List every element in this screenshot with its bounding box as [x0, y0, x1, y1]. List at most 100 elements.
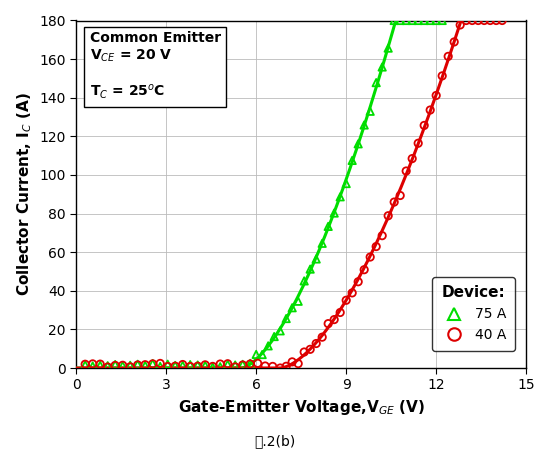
Point — [163, 363, 172, 370]
Point — [193, 361, 202, 369]
Point — [96, 362, 104, 369]
Point — [390, 198, 399, 206]
Point — [378, 63, 387, 71]
Point — [141, 362, 150, 369]
Point — [118, 362, 127, 369]
Point — [408, 17, 416, 24]
Point — [111, 362, 119, 369]
Point — [231, 361, 240, 369]
Point — [492, 17, 500, 24]
Point — [468, 17, 477, 24]
Point — [426, 106, 434, 113]
Point — [294, 297, 302, 305]
Point — [330, 209, 339, 216]
Point — [354, 278, 362, 285]
Point — [318, 333, 327, 341]
X-axis label: Gate-Emitter Voltage,V$_{GE}$ (V): Gate-Emitter Voltage,V$_{GE}$ (V) — [178, 398, 425, 417]
Point — [261, 362, 270, 369]
Point — [216, 363, 224, 370]
Point — [171, 362, 180, 369]
Point — [178, 362, 187, 369]
Legend: 75 A, 40 A: 75 A, 40 A — [432, 277, 515, 351]
Point — [306, 266, 315, 273]
Point — [118, 362, 127, 369]
Point — [238, 361, 247, 369]
Y-axis label: Collector Current, I$_C$ (A): Collector Current, I$_C$ (A) — [15, 92, 34, 297]
Point — [246, 360, 255, 367]
Point — [223, 360, 232, 367]
Point — [282, 315, 290, 322]
Point — [312, 255, 321, 262]
Point — [156, 363, 164, 370]
Point — [438, 72, 447, 80]
Point — [300, 348, 309, 356]
Point — [342, 180, 350, 187]
Point — [156, 360, 164, 367]
Point — [390, 17, 399, 24]
Point — [103, 364, 112, 371]
Point — [396, 192, 405, 199]
Point — [282, 363, 290, 370]
Point — [268, 363, 277, 370]
Point — [133, 361, 142, 368]
Point — [324, 223, 333, 230]
Point — [396, 17, 405, 24]
Point — [223, 361, 232, 368]
Point — [96, 360, 104, 368]
Point — [450, 38, 459, 45]
Point — [208, 364, 217, 371]
Point — [81, 361, 90, 369]
Point — [360, 266, 368, 273]
Point — [288, 304, 296, 311]
Point — [354, 140, 362, 148]
Point — [426, 17, 434, 24]
Point — [126, 363, 135, 370]
Point — [348, 289, 356, 297]
Point — [432, 92, 441, 99]
Point — [444, 53, 453, 60]
Point — [141, 361, 150, 368]
Point — [246, 360, 255, 368]
Point — [216, 360, 224, 368]
Point — [372, 79, 381, 86]
Text: Common Emitter
V$_{CE}$ = 20 V

T$_C$ = 25$^o$C: Common Emitter V$_{CE}$ = 20 V T$_C$ = 2… — [90, 31, 221, 101]
Point — [348, 157, 356, 164]
Point — [276, 327, 284, 334]
Point — [288, 358, 296, 365]
Point — [402, 17, 411, 24]
Point — [254, 360, 262, 367]
Point — [193, 363, 202, 370]
Point — [163, 360, 172, 368]
Point — [336, 309, 345, 316]
Point — [414, 140, 422, 147]
Point — [148, 360, 157, 367]
Point — [480, 17, 488, 24]
Point — [300, 277, 309, 284]
Point — [432, 17, 441, 24]
Point — [201, 361, 210, 369]
Point — [111, 361, 119, 368]
Point — [366, 253, 375, 261]
Point — [208, 363, 217, 370]
Point — [231, 363, 240, 370]
Point — [414, 17, 422, 24]
Point — [384, 212, 393, 219]
Point — [372, 243, 381, 250]
Point — [366, 108, 375, 115]
Point — [438, 17, 447, 24]
Point — [178, 361, 187, 368]
Point — [186, 361, 195, 368]
Point — [408, 155, 416, 162]
Point — [420, 17, 428, 24]
Point — [330, 316, 339, 323]
Point — [498, 17, 507, 24]
Point — [186, 363, 195, 370]
Point — [201, 362, 210, 369]
Point — [171, 363, 180, 370]
Point — [294, 360, 302, 367]
Point — [384, 45, 393, 52]
Point — [402, 167, 411, 175]
Point — [336, 193, 345, 200]
Point — [306, 346, 315, 353]
Point — [81, 360, 90, 368]
